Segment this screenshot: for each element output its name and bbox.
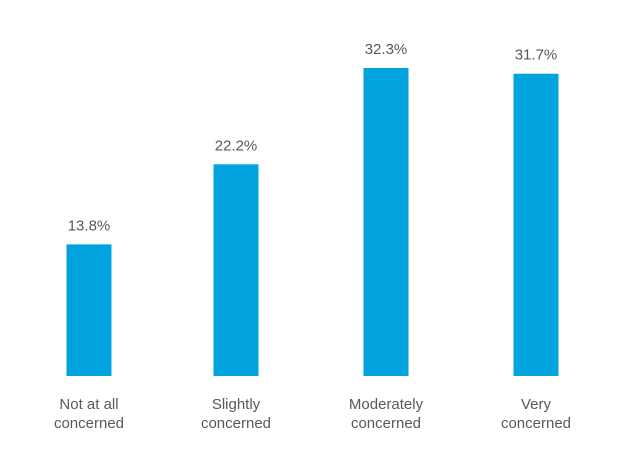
category-label-1-line-2: concerned (54, 415, 124, 432)
category-label-4-line-2: concerned (501, 415, 571, 432)
bar-2 (213, 164, 259, 376)
category-label-3-line-2: concerned (351, 415, 421, 432)
category-label-2-line-2: concerned (201, 415, 271, 432)
bar-1 (66, 244, 112, 376)
value-label-2: 22.2% (215, 137, 258, 154)
category-label-3-line-1: Moderately (349, 396, 424, 413)
category-label-2-line-1: Slightly (212, 396, 261, 413)
value-label-1: 13.8% (68, 217, 111, 234)
bar-4 (513, 73, 559, 376)
value-label-3: 32.3% (365, 41, 408, 58)
category-label-1-line-1: Not at all (59, 396, 118, 413)
bar-3 (363, 68, 409, 376)
value-label-4: 31.7% (515, 47, 558, 64)
category-label-4-line-1: Very (521, 396, 552, 413)
